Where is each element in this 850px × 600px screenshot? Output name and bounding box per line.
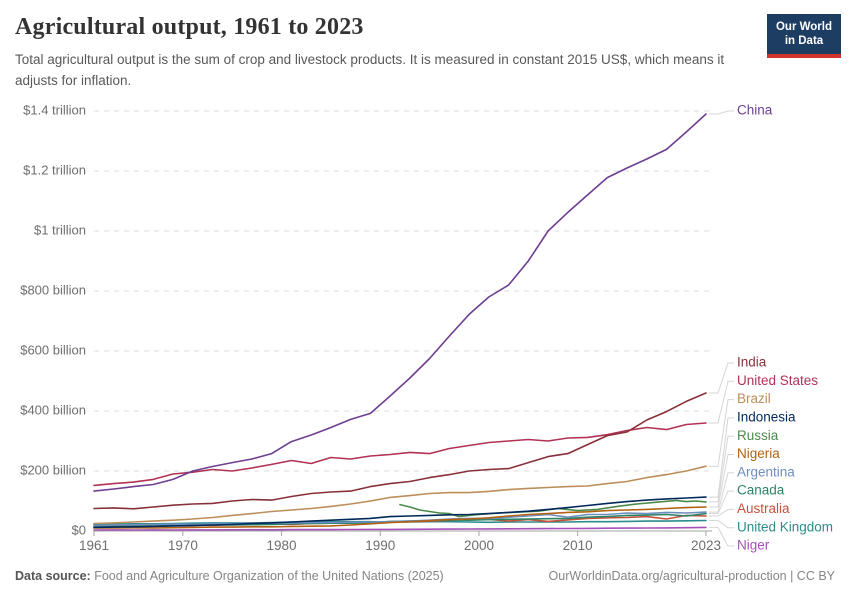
data-source: Data source: Food and Agriculture Organi… xyxy=(15,569,444,583)
series-line-nigeria[interactable] xyxy=(93,506,707,529)
legend-label-australia[interactable]: Australia xyxy=(737,501,790,516)
owid-logo-line1: Our World xyxy=(775,21,832,33)
legend-connector-indonesia xyxy=(709,417,734,498)
legend-connector-india xyxy=(709,362,734,394)
x-axis-tick-label: 1961 xyxy=(79,538,109,553)
legend-connector-united-kingdom xyxy=(709,520,734,529)
legend-connector-argentina xyxy=(709,472,734,513)
page-title: Agricultural output, 1961 to 2023 xyxy=(15,14,364,40)
series-line-china[interactable] xyxy=(93,113,707,492)
y-axis-tick-label: $0 xyxy=(72,522,86,537)
x-axis-tick-label: 2000 xyxy=(464,538,494,553)
y-axis-tick-label: $1.2 trillion xyxy=(23,162,86,177)
legend-label-argentina[interactable]: Argentina xyxy=(737,464,795,479)
x-axis-tick-label: 1970 xyxy=(168,538,198,553)
series-line-brazil[interactable] xyxy=(93,465,707,525)
legend-connector-canada xyxy=(709,490,734,515)
series-line-niger[interactable] xyxy=(93,526,707,531)
series-line-indonesia[interactable] xyxy=(93,496,707,529)
legend-label-nigeria[interactable]: Nigeria xyxy=(737,446,780,461)
legend-label-united-states[interactable]: United States xyxy=(737,373,818,388)
chart-subtitle: Total agricultural output is the sum of … xyxy=(15,52,725,88)
legend-label-brazil[interactable]: Brazil xyxy=(737,391,771,406)
y-axis-tick-label: $200 billion xyxy=(20,462,86,477)
legend-label-indonesia[interactable]: Indonesia xyxy=(737,409,796,424)
legend-label-canada[interactable]: Canada xyxy=(737,483,785,498)
legend-connector-united-states xyxy=(709,380,734,424)
legend-label-niger[interactable]: Niger xyxy=(737,538,770,553)
credit-link[interactable]: OurWorldinData.org/agricultural-producti… xyxy=(548,569,835,583)
legend-label-united-kingdom[interactable]: United Kingdom xyxy=(737,519,833,534)
owid-logo[interactable]: Our World in Data xyxy=(767,14,841,58)
data-source-label: Data source: xyxy=(15,569,91,583)
x-axis-tick-label: 2010 xyxy=(563,538,593,553)
data-source-text: Food and Agriculture Organization of the… xyxy=(90,569,444,583)
y-axis-tick-label: $800 billion xyxy=(20,282,86,297)
legend-connector-niger xyxy=(709,526,734,547)
chart-header: Agricultural output, 1961 to 2023 Total … xyxy=(15,14,755,92)
legend-connector-russia xyxy=(709,435,734,503)
x-axis-tick-label: 2023 xyxy=(691,538,721,553)
chart-footer: Data source: Food and Agriculture Organi… xyxy=(15,569,835,583)
legend-connector-australia xyxy=(709,508,734,517)
legend-label-china[interactable]: China xyxy=(737,103,773,118)
legend-connector-nigeria xyxy=(709,454,734,508)
y-axis-tick-label: $1 trillion xyxy=(34,222,86,237)
x-axis-tick-label: 1980 xyxy=(267,538,297,553)
x-axis-tick-label: 1990 xyxy=(365,538,395,553)
y-axis-tick-label: $400 billion xyxy=(20,402,86,417)
series-line-india[interactable] xyxy=(93,392,707,510)
legend-connector-brazil xyxy=(709,399,734,467)
legend-label-russia[interactable]: Russia xyxy=(737,428,779,443)
legend-connector-china xyxy=(709,110,734,115)
series-line-united-states[interactable] xyxy=(93,422,707,487)
owid-logo-line2: in Data xyxy=(784,35,824,48)
y-axis-tick-label: $600 billion xyxy=(20,342,86,357)
legend-label-india[interactable]: India xyxy=(737,355,767,370)
y-axis-tick-label: $1.4 trillion xyxy=(23,102,86,117)
